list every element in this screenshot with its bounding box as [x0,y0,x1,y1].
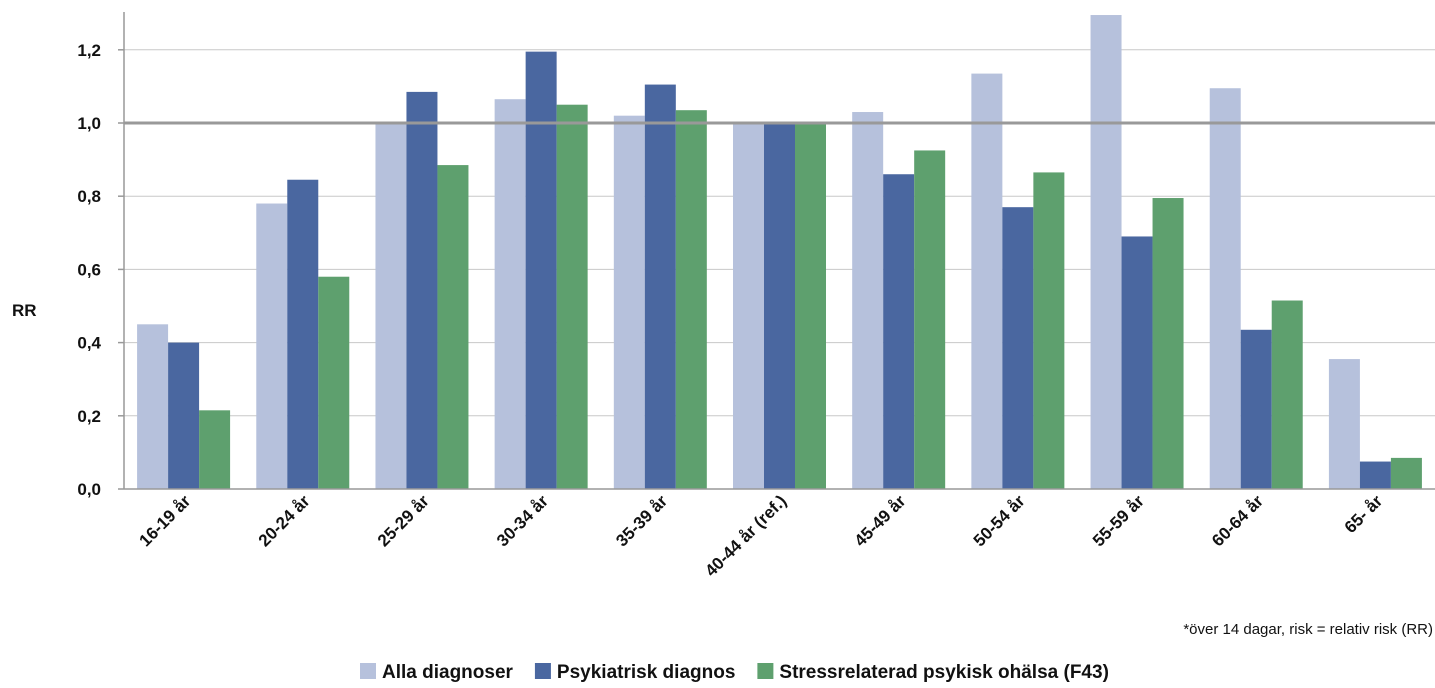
x-tick-label: 45-49 år [851,491,910,550]
y-tick-label: 0,8 [77,187,101,206]
footnote: *över 14 dagar, risk = relativ risk (RR) [1183,621,1433,638]
x-tick-label: 20-24 år [255,491,314,550]
bar [1152,198,1184,489]
legend-label: Alla diagnoser [382,662,514,683]
bar [1328,359,1360,489]
y-tick-label: 0,0 [77,480,101,499]
bar [1271,300,1303,489]
bar [318,276,350,489]
bar [764,123,795,489]
x-tick-label: 35-39 år [612,491,671,550]
x-tick-label: 65- år [1341,491,1387,537]
bar [437,165,469,489]
y-tick-label: 1,2 [77,41,101,60]
legend-swatch [360,663,376,679]
bar [1240,329,1272,489]
bar [556,104,588,489]
bar [256,203,288,489]
y-tick-label: 1,0 [77,114,101,133]
bar [1121,236,1153,489]
bar [852,112,884,490]
bar [795,123,826,489]
bar [1090,15,1122,490]
x-tick-label: 60-64 år [1208,491,1267,550]
x-tick-label: 40-44 år (ref.) [701,491,790,580]
bar [287,179,319,490]
y-axis-label: RR [12,301,37,320]
bar [494,99,526,490]
x-axis-ticks: 16-19 år 20-24 år 25-29 år 30-34 år 35-39 år… [136,491,1387,580]
y-axis-ticks: 0,0 0,2 0,4 0,6 0,8 1,0 1,2 [77,41,124,499]
bar [971,73,1003,489]
axes [123,12,1435,490]
y-tick-label: 0,4 [77,334,101,353]
bar [883,174,915,490]
legend-swatch [534,663,551,679]
bar [1209,88,1241,489]
x-tick-label: 55-59 år [1089,491,1148,550]
bar [1359,461,1391,489]
bar [1390,457,1422,489]
bar [525,51,557,489]
x-tick-label: 50-54 år [970,491,1029,550]
legend-swatch [757,663,774,679]
y-tick-label: 0,6 [77,260,101,279]
bar [675,110,707,489]
bar [375,123,407,489]
bar-groups [137,15,1422,490]
bar [733,123,764,489]
bar [168,342,200,489]
legend-label: Psykiatrisk diagnos [557,662,735,683]
legend: Alla diagnoser Psykiatrisk diagnos Stressr… [360,662,1109,683]
x-tick-label: 25-29 år [374,491,433,550]
bar [613,115,645,490]
bar [137,324,169,489]
x-tick-label: 30-34 år [493,491,552,550]
y-tick-label: 0,2 [77,407,101,426]
bar [914,150,946,489]
legend-label: Stressrelaterad psykisk ohälsa (F43) [779,662,1109,683]
x-tick-label: 16-19 år [136,491,195,550]
bar [1033,172,1065,489]
bar [1002,207,1034,489]
bar [644,84,676,489]
bar [199,410,231,489]
bar [406,91,438,489]
